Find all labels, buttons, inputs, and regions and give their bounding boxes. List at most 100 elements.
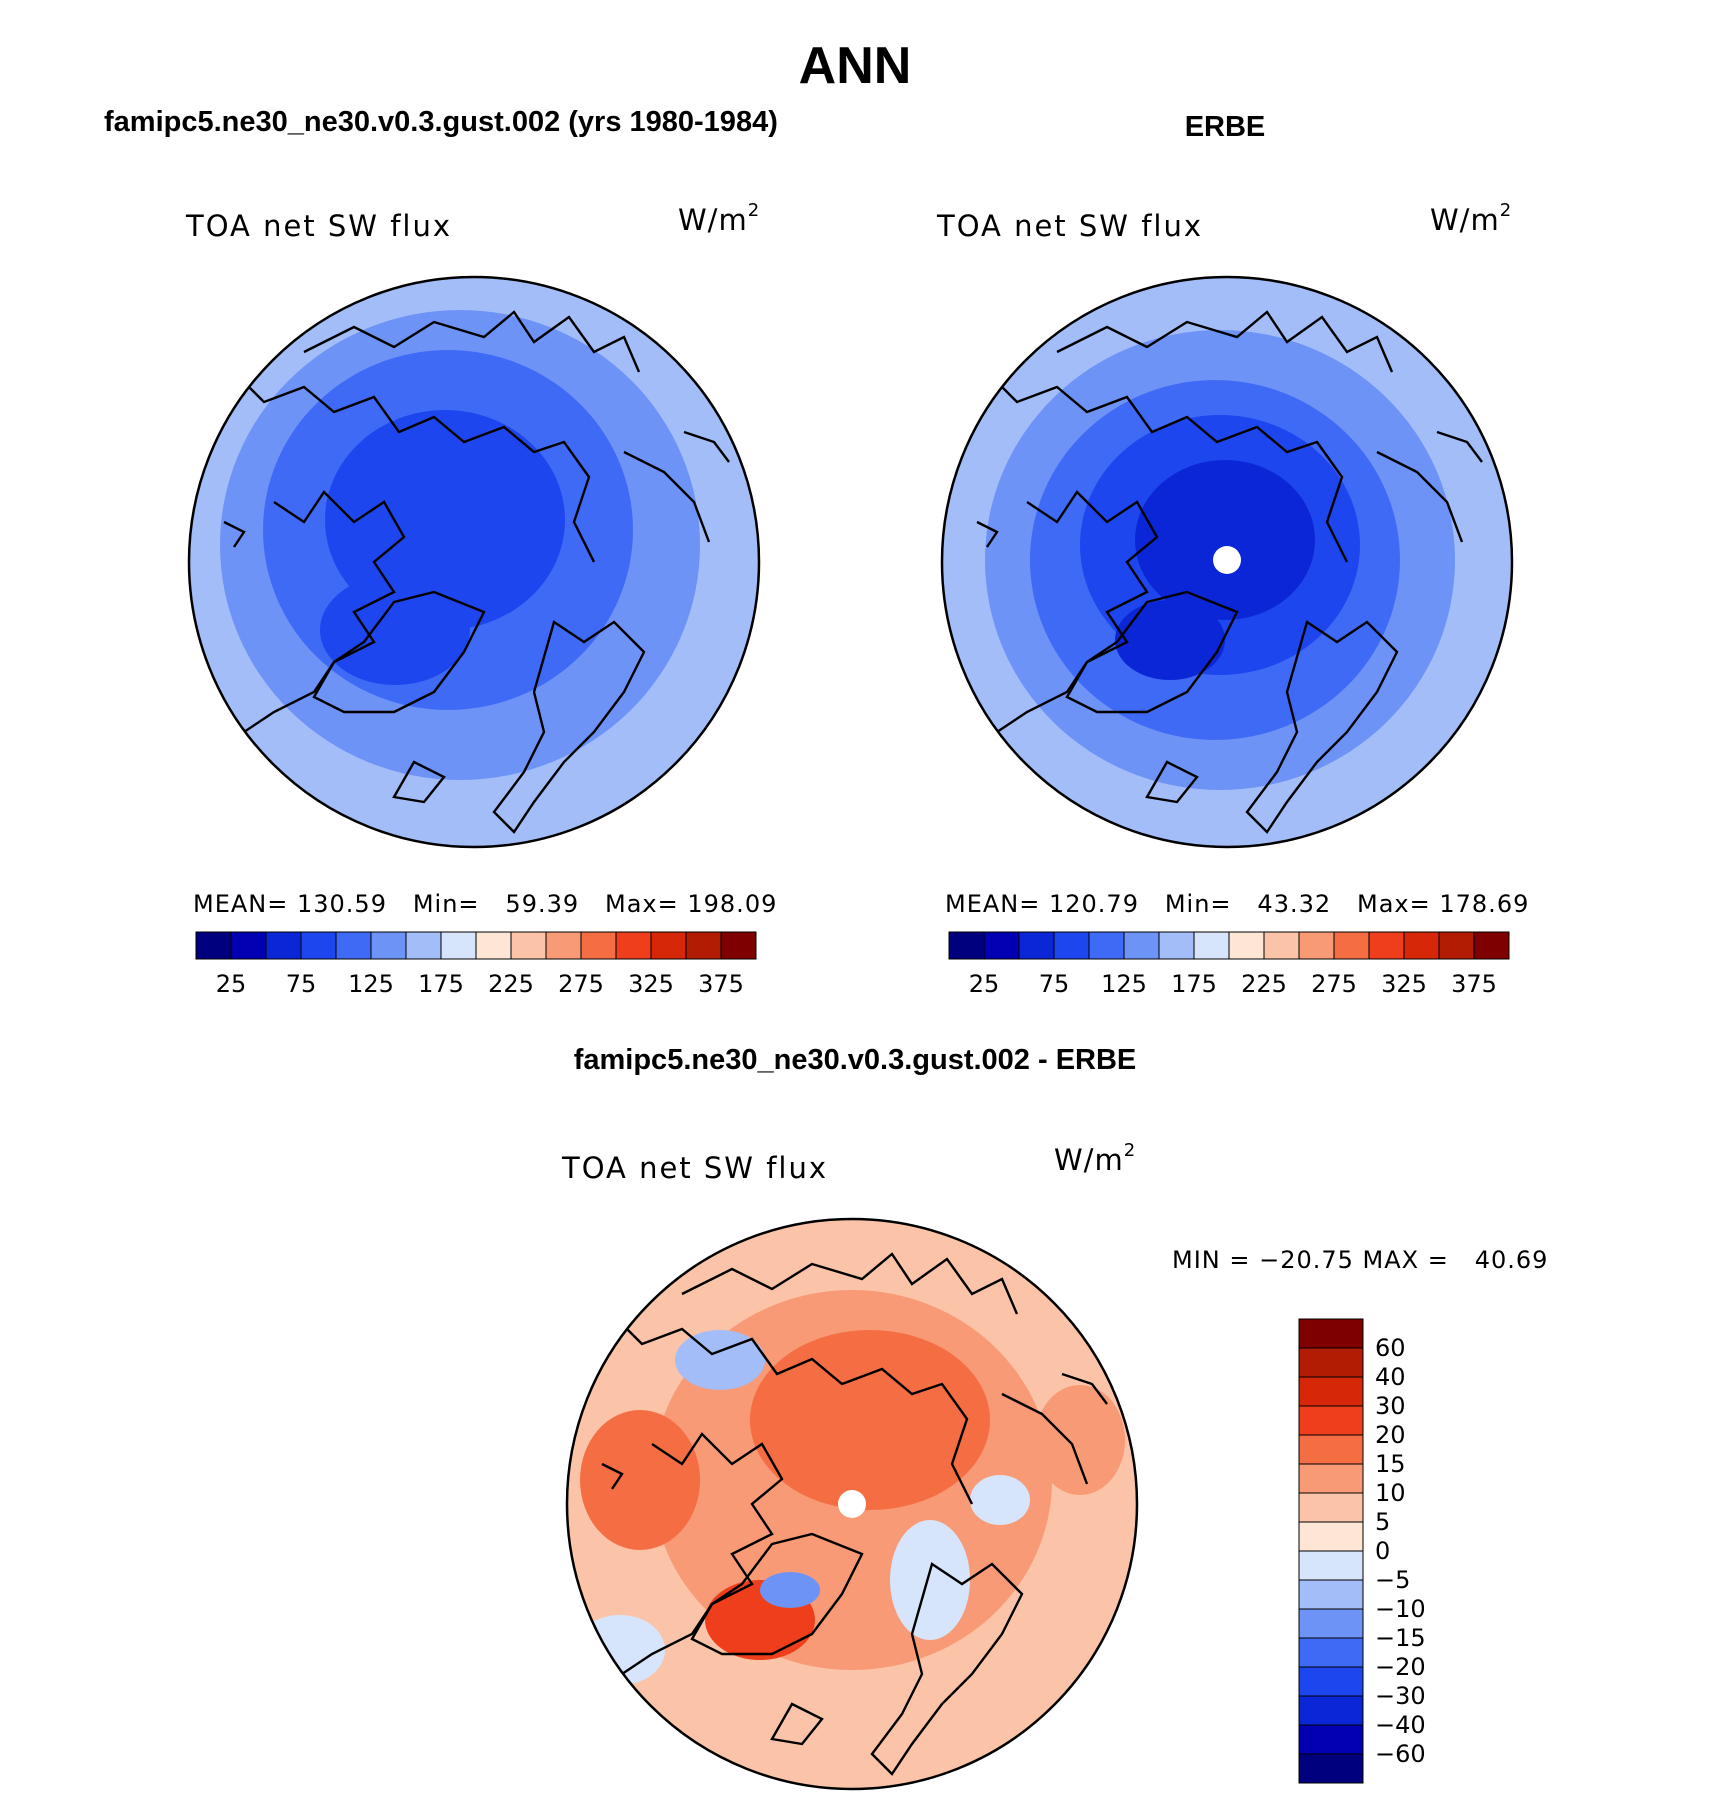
diff-colorbar-tick-label: −20 — [1375, 1653, 1426, 1681]
diff-colorbar-swatch — [1298, 1579, 1364, 1610]
model-colorbar-swatch — [440, 931, 477, 960]
obs-variable-label: TOA net SW flux — [937, 209, 1204, 243]
diff-map — [567, 1219, 1137, 1789]
obs-colorbar-swatch — [1228, 931, 1265, 960]
diff-colorbar-swatch — [1298, 1637, 1364, 1668]
model-colorbar-tick-label: 375 — [698, 970, 744, 998]
diff-colorbar-tick-label: 15 — [1375, 1450, 1406, 1478]
obs-map — [942, 277, 1512, 847]
obs-colorbar-tick-label: 325 — [1381, 970, 1427, 998]
model-stats: MEAN= 130.59 Min= 59.39 Max= 198.09 — [193, 890, 778, 918]
diff-colorbar-swatch — [1298, 1492, 1364, 1523]
model-colorbar-swatch — [615, 931, 652, 960]
obs-colorbar-swatch — [1123, 931, 1160, 960]
obs-colorbar-swatch — [1333, 931, 1370, 960]
obs-colorbar-tick-label: 125 — [1101, 970, 1147, 998]
obs-colorbar-swatch — [1368, 931, 1405, 960]
diff-colorbar-tick-label: −60 — [1375, 1740, 1426, 1768]
model-units-exp: 2 — [747, 200, 761, 221]
model-colorbar-swatch — [405, 931, 442, 960]
diff-colorbar-swatch — [1298, 1347, 1364, 1378]
obs-colorbar-tick-label: 225 — [1241, 970, 1287, 998]
diff-colorbar-tick-label: 0 — [1375, 1537, 1391, 1565]
diff-variable-label: TOA net SW flux — [562, 1151, 829, 1185]
model-colorbar-ticks: 25 75 125 175 225 275 325 375 — [195, 970, 757, 1000]
model-colorbar-swatch — [475, 931, 512, 960]
diff-colorbar-tick-label: 30 — [1375, 1392, 1406, 1420]
obs-colorbar-swatch — [1053, 931, 1090, 960]
obs-pole-hole — [1213, 546, 1241, 574]
obs-map-border — [940, 275, 1514, 849]
diff-colorbar — [1298, 1318, 1364, 1784]
diff-colorbar-tick-label: −30 — [1375, 1682, 1426, 1710]
obs-colorbar-tick-label: 275 — [1311, 970, 1357, 998]
obs-colorbar-swatch — [1193, 931, 1230, 960]
diff-units-base: W/m — [1054, 1143, 1124, 1177]
obs-units-exp: 2 — [1499, 200, 1513, 221]
diff-colorbar-tick-label: 60 — [1375, 1334, 1406, 1362]
model-colorbar-tick-label: 275 — [558, 970, 604, 998]
model-colorbar-tick-label: 125 — [348, 970, 394, 998]
diff-panel-title: famipc5.ne30_ne30.v0.3.gust.002 - ERBE — [573, 1044, 1137, 1076]
diff-units-exp: 2 — [1123, 1140, 1137, 1161]
diff-colorbar-swatch — [1298, 1550, 1364, 1581]
obs-colorbar-tick-label: 25 — [968, 970, 1000, 998]
diff-colorbar-tick-label: −40 — [1375, 1711, 1426, 1739]
diff-colorbar-swatch — [1298, 1405, 1364, 1436]
obs-colorbar-swatch — [1018, 931, 1055, 960]
model-colorbar-swatch — [230, 931, 267, 960]
figure-title: ANN — [798, 37, 912, 95]
model-colorbar — [195, 931, 757, 960]
diff-colorbar-tick-label: 20 — [1375, 1421, 1406, 1449]
model-units-label: W/m2 — [678, 200, 760, 237]
diff-colorbar-swatch — [1298, 1724, 1364, 1755]
obs-colorbar-swatch — [983, 931, 1020, 960]
model-colorbar-tick-label: 25 — [215, 970, 247, 998]
model-map-border — [187, 275, 761, 849]
obs-panel-title: ERBE — [1184, 111, 1266, 143]
model-colorbar-tick-label: 175 — [418, 970, 464, 998]
model-colorbar-swatch — [545, 931, 582, 960]
diff-colorbar-swatch — [1298, 1376, 1364, 1407]
diff-colorbar-swatch — [1298, 1608, 1364, 1639]
model-colorbar-swatch — [510, 931, 547, 960]
model-colorbar-swatch — [300, 931, 337, 960]
diff-stats: MIN = −20.75 MAX = 40.69 — [1172, 1246, 1549, 1274]
obs-colorbar-swatch — [1438, 931, 1475, 960]
obs-colorbar-swatch — [1473, 931, 1510, 960]
diff-units-label: W/m2 — [1054, 1140, 1136, 1177]
obs-colorbar-swatch — [1088, 931, 1125, 960]
diff-colorbar-tick-label: −15 — [1375, 1624, 1426, 1652]
diff-colorbar-swatch — [1298, 1463, 1364, 1494]
model-colorbar-swatch — [335, 931, 372, 960]
obs-colorbar-tick-label: 175 — [1171, 970, 1217, 998]
diff-colorbar-swatch — [1298, 1434, 1364, 1465]
model-colorbar-swatch — [195, 931, 232, 960]
diff-colorbar-swatch — [1298, 1753, 1364, 1784]
obs-colorbar — [948, 931, 1510, 960]
diff-colorbar-tick-label: −10 — [1375, 1595, 1426, 1623]
model-colorbar-swatch — [370, 931, 407, 960]
diff-colorbar-tick-label: 40 — [1375, 1363, 1406, 1391]
model-map — [189, 277, 759, 847]
diff-colorbar-ticks: 60 40 30 20 15 10 5 0 −5 −10 −15 −20 −30 −40 −60 — [1375, 1318, 1455, 1784]
obs-colorbar-swatch — [1263, 931, 1300, 960]
model-colorbar-tick-label: 75 — [285, 970, 317, 998]
obs-colorbar-swatch — [948, 931, 985, 960]
obs-units-label: W/m2 — [1430, 200, 1512, 237]
obs-colorbar-swatch — [1158, 931, 1195, 960]
diff-colorbar-tick-label: 5 — [1375, 1508, 1391, 1536]
diff-colorbar-tick-label: −5 — [1375, 1566, 1411, 1594]
model-colorbar-swatch — [650, 931, 687, 960]
obs-colorbar-ticks: 25 75 125 175 225 275 325 375 — [948, 970, 1510, 1000]
model-colorbar-swatch — [265, 931, 302, 960]
obs-colorbar-tick-label: 375 — [1451, 970, 1497, 998]
obs-stats: MEAN= 120.79 Min= 43.32 Max= 178.69 — [945, 890, 1530, 918]
obs-units-base: W/m — [1430, 203, 1500, 237]
diff-colorbar-swatch — [1298, 1666, 1364, 1697]
model-colorbar-swatch — [720, 931, 757, 960]
obs-colorbar-swatch — [1298, 931, 1335, 960]
obs-colorbar-swatch — [1403, 931, 1440, 960]
diff-colorbar-swatch — [1298, 1318, 1364, 1349]
